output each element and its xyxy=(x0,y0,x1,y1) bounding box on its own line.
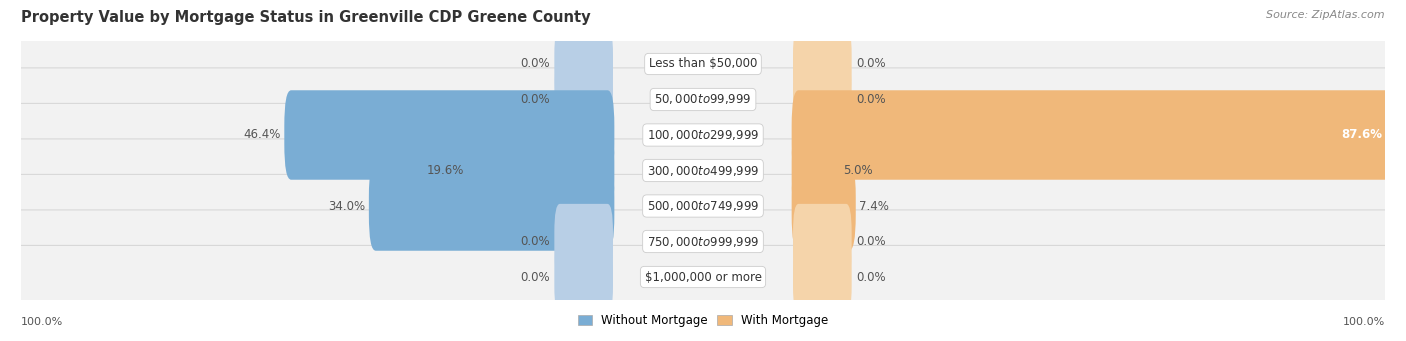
Text: 87.6%: 87.6% xyxy=(1341,129,1382,142)
Text: 0.0%: 0.0% xyxy=(520,270,550,283)
Text: 100.0%: 100.0% xyxy=(21,317,63,327)
Text: 0.0%: 0.0% xyxy=(856,93,886,106)
Text: $300,000 to $499,999: $300,000 to $499,999 xyxy=(647,163,759,178)
Text: $1,000,000 or more: $1,000,000 or more xyxy=(644,270,762,283)
FancyBboxPatch shape xyxy=(18,103,1388,167)
Text: 0.0%: 0.0% xyxy=(856,235,886,248)
FancyBboxPatch shape xyxy=(554,204,613,279)
Text: 0.0%: 0.0% xyxy=(856,58,886,71)
Text: 0.0%: 0.0% xyxy=(520,58,550,71)
Text: 0.0%: 0.0% xyxy=(520,93,550,106)
FancyBboxPatch shape xyxy=(18,174,1388,238)
Text: Less than $50,000: Less than $50,000 xyxy=(648,58,758,71)
FancyBboxPatch shape xyxy=(793,204,852,279)
FancyBboxPatch shape xyxy=(554,26,613,102)
Text: 0.0%: 0.0% xyxy=(856,270,886,283)
Text: 46.4%: 46.4% xyxy=(243,129,281,142)
FancyBboxPatch shape xyxy=(792,90,1403,180)
Legend: Without Mortgage, With Mortgage: Without Mortgage, With Mortgage xyxy=(574,309,832,332)
FancyBboxPatch shape xyxy=(18,246,1388,309)
Text: Property Value by Mortgage Status in Greenville CDP Greene County: Property Value by Mortgage Status in Gre… xyxy=(21,10,591,25)
FancyBboxPatch shape xyxy=(467,126,614,215)
Text: $500,000 to $749,999: $500,000 to $749,999 xyxy=(647,199,759,213)
Text: 19.6%: 19.6% xyxy=(426,164,464,177)
Text: 34.0%: 34.0% xyxy=(329,199,366,212)
FancyBboxPatch shape xyxy=(18,68,1388,131)
FancyBboxPatch shape xyxy=(368,161,614,251)
Text: 0.0%: 0.0% xyxy=(520,235,550,248)
FancyBboxPatch shape xyxy=(793,62,852,137)
FancyBboxPatch shape xyxy=(554,62,613,137)
Text: $50,000 to $99,999: $50,000 to $99,999 xyxy=(654,92,752,106)
FancyBboxPatch shape xyxy=(792,161,856,251)
Text: $750,000 to $999,999: $750,000 to $999,999 xyxy=(647,235,759,249)
Text: 100.0%: 100.0% xyxy=(1343,317,1385,327)
Text: 5.0%: 5.0% xyxy=(842,164,872,177)
FancyBboxPatch shape xyxy=(284,90,614,180)
FancyBboxPatch shape xyxy=(792,126,839,215)
FancyBboxPatch shape xyxy=(18,32,1388,95)
FancyBboxPatch shape xyxy=(18,139,1388,202)
FancyBboxPatch shape xyxy=(793,26,852,102)
Text: $100,000 to $299,999: $100,000 to $299,999 xyxy=(647,128,759,142)
FancyBboxPatch shape xyxy=(18,210,1388,273)
Text: Source: ZipAtlas.com: Source: ZipAtlas.com xyxy=(1267,10,1385,20)
Text: 7.4%: 7.4% xyxy=(859,199,889,212)
FancyBboxPatch shape xyxy=(554,239,613,315)
FancyBboxPatch shape xyxy=(793,239,852,315)
